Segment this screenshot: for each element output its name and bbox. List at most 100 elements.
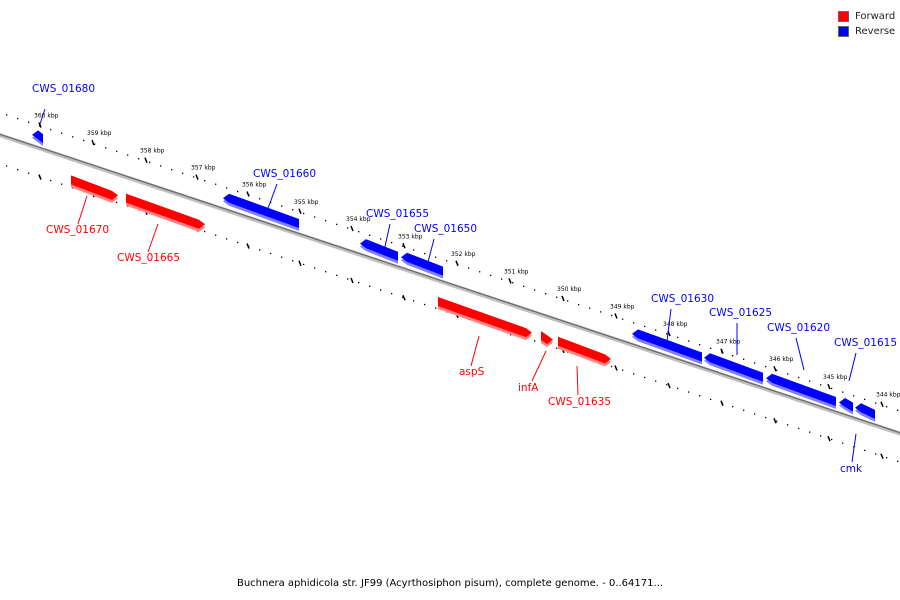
gene-arrow[interactable] — [558, 336, 611, 364]
gene-arrow[interactable] — [438, 297, 532, 338]
scale-dot — [468, 267, 470, 269]
gene-label-leader — [848, 352, 857, 382]
tick-label: 353 kbp — [398, 233, 423, 240]
gene-arrow[interactable] — [223, 193, 299, 228]
gene-label[interactable]: infA — [518, 382, 539, 394]
gene-arrow[interactable] — [766, 373, 836, 406]
gene-arrow[interactable] — [541, 331, 553, 345]
scale-dot — [17, 117, 19, 120]
gene-label[interactable]: CWS_01630 — [651, 293, 714, 305]
gene-arrow[interactable] — [839, 397, 853, 412]
scale-tick — [402, 242, 406, 249]
scale-dot — [831, 438, 833, 441]
scale-dot — [347, 278, 349, 280]
scale-dot — [589, 307, 591, 309]
gene-label[interactable]: cmk — [840, 463, 863, 475]
scale-tick — [246, 243, 250, 249]
scale-dot — [622, 318, 624, 320]
legend-item-forward: Forward — [838, 9, 895, 24]
scale-dot — [325, 271, 327, 273]
scale-tick — [350, 277, 354, 284]
scale-tick — [508, 278, 512, 284]
scale-dot — [875, 453, 877, 455]
scale-dot — [28, 172, 30, 174]
gene-label-leader — [77, 195, 88, 225]
scale-tick — [614, 365, 618, 371]
gene-label[interactable]: CWS_01680 — [32, 83, 95, 95]
scale-dot — [204, 179, 206, 182]
gene-arrow[interactable] — [704, 353, 763, 382]
scale-dot — [622, 369, 624, 371]
scale-dot — [556, 296, 558, 298]
tick-label: 359 kbp — [87, 130, 112, 137]
scale-dot — [501, 278, 503, 280]
genome-backbone — [0, 133, 900, 436]
gene-arrow[interactable] — [855, 403, 875, 419]
scale-dot — [72, 136, 74, 138]
gene-label[interactable]: CWS_01625 — [709, 307, 772, 319]
scale-dot — [831, 387, 833, 390]
gene-label[interactable]: CWS_01665 — [117, 252, 180, 264]
gene-arrow[interactable] — [360, 239, 398, 261]
gene-label[interactable]: CWS_01655 — [366, 208, 429, 220]
scale-tick — [720, 400, 724, 406]
scale-tick — [402, 294, 406, 301]
scale-tick — [614, 313, 618, 319]
scale-dot — [292, 209, 294, 211]
gene-label[interactable]: CWS_01620 — [767, 322, 830, 334]
gene-label-leader — [266, 183, 278, 212]
scale-dot — [424, 252, 426, 255]
scale-dot — [160, 165, 162, 167]
gene-label[interactable]: CWS_01635 — [548, 396, 611, 408]
scale-dot — [215, 183, 217, 185]
gene-label[interactable]: CWS_01650 — [414, 223, 477, 235]
tick-label: 348 kbp — [663, 321, 688, 328]
scale-dot — [369, 285, 371, 287]
tick-label: 354 kbp — [346, 216, 371, 223]
gene-label[interactable]: aspS — [459, 366, 485, 378]
gene-arrow[interactable] — [32, 130, 43, 144]
scale-dot — [402, 245, 404, 247]
scale-tick — [720, 348, 724, 354]
scale-dot — [732, 405, 734, 408]
legend-item-reverse: Reverse — [838, 24, 895, 39]
scale-dot — [776, 369, 778, 371]
scale-dot — [83, 139, 85, 142]
gene-label[interactable]: CWS_01615 — [834, 337, 897, 349]
gene-arrow[interactable] — [401, 252, 443, 276]
scale-dot — [237, 241, 239, 244]
scale-dot — [336, 223, 338, 226]
scale-dot — [787, 373, 789, 375]
gene-arrow[interactable] — [126, 193, 205, 229]
gene-label[interactable]: CWS_01660 — [253, 168, 316, 180]
scale-dot — [809, 431, 811, 433]
scale-dot — [897, 460, 899, 462]
gene-arrow[interactable] — [632, 329, 702, 362]
scale-dot — [567, 300, 569, 302]
scale-tick — [827, 383, 831, 390]
scale-dot — [534, 340, 536, 342]
scale-dot — [6, 165, 8, 167]
scale-dot — [820, 435, 822, 437]
scale-dot — [666, 384, 668, 386]
scale-dot — [281, 256, 283, 258]
scale-dot — [259, 249, 261, 251]
scale-dot — [94, 143, 96, 145]
scale-dot — [556, 347, 558, 349]
scale-dot — [435, 256, 437, 258]
scale-dot — [215, 234, 217, 236]
scale-tick — [38, 174, 42, 180]
scale-dot — [226, 238, 228, 240]
scale-dot — [655, 380, 657, 382]
scale-tick — [773, 417, 777, 424]
scale-tick — [561, 295, 565, 302]
scale-dot — [402, 296, 404, 298]
tick-label: 349 kbp — [610, 304, 635, 311]
gene-label[interactable]: CWS_01670 — [46, 224, 109, 236]
scale-dot — [699, 395, 701, 397]
gene-label-leader — [576, 365, 579, 396]
gene-arrow[interactable] — [71, 175, 118, 200]
scale-dot — [732, 354, 734, 357]
scale-dot — [853, 395, 855, 397]
